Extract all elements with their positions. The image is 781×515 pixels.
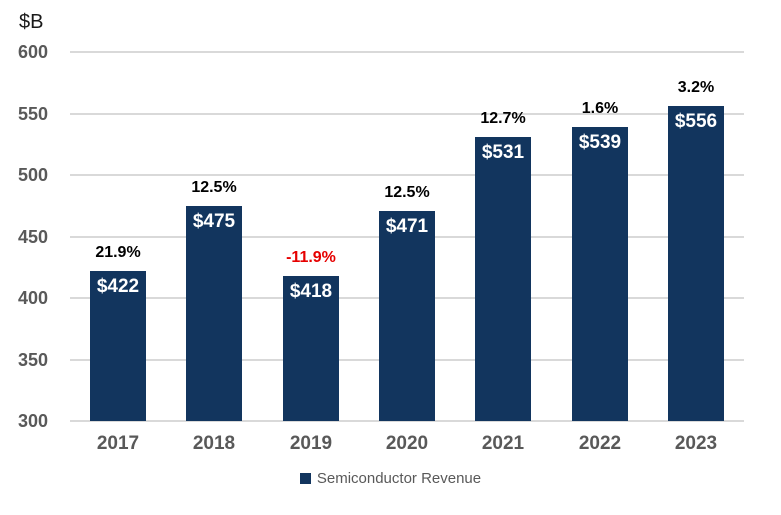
gridline-550 (70, 113, 744, 115)
x-tick-label-2023: 2023 (674, 433, 718, 454)
y-tick-label-600: 600 (17, 42, 48, 62)
bar-2022: $539 (572, 127, 628, 421)
bar-value-label-2020: $471 (385, 216, 429, 237)
bar-value-label-2017: $422 (96, 276, 140, 297)
bar-value-label-2022: $539 (578, 132, 622, 153)
y-tick-label-500: 500 (17, 165, 48, 185)
bar-2017: $422 (90, 271, 146, 421)
x-tick-label-2020: 2020 (385, 433, 429, 454)
bar-value-label-2023: $556 (674, 111, 718, 132)
gridline-600 (70, 51, 744, 53)
growth-label-2020: 12.5% (384, 184, 430, 201)
legend-marker-icon (299, 473, 311, 484)
growth-label-2022: 1.6% (581, 100, 619, 117)
legend: Semiconductor Revenue (0, 470, 781, 487)
growth-label-2018: 12.5% (191, 179, 237, 196)
x-tick-label-2017: 2017 (96, 433, 140, 454)
y-tick-label-350: 350 (17, 350, 48, 370)
bar-value-label-2019: $418 (289, 281, 333, 302)
x-tick-label-2019: 2019 (289, 433, 333, 454)
bar-value-label-2018: $475 (192, 211, 236, 232)
x-tick-label-2018: 2018 (192, 433, 236, 454)
growth-label-2023: 3.2% (677, 79, 715, 96)
bar-2018: $475 (186, 206, 242, 421)
bar-2019: $418 (283, 276, 339, 421)
gridline-300 (70, 420, 744, 422)
growth-label-2019: -11.9% (286, 249, 336, 266)
gridline-500 (70, 174, 744, 176)
y-axis-unit-label: $B (19, 11, 44, 33)
legend-label: Semiconductor Revenue (316, 470, 482, 487)
y-tick-label-300: 300 (17, 411, 48, 431)
y-tick-label-550: 550 (17, 104, 48, 124)
bar-2020: $471 (379, 211, 435, 421)
y-tick-label-400: 400 (17, 288, 48, 308)
x-tick-label-2021: 2021 (481, 433, 525, 454)
bar-value-label-2021: $531 (481, 142, 525, 163)
bar-2021: $531 (475, 137, 531, 421)
bar-2023: $556 (668, 106, 724, 421)
growth-label-2021: 12.7% (480, 110, 526, 127)
x-tick-label-2022: 2022 (578, 433, 622, 454)
growth-label-2017: 21.9% (95, 244, 141, 261)
y-tick-label-450: 450 (17, 227, 48, 247)
